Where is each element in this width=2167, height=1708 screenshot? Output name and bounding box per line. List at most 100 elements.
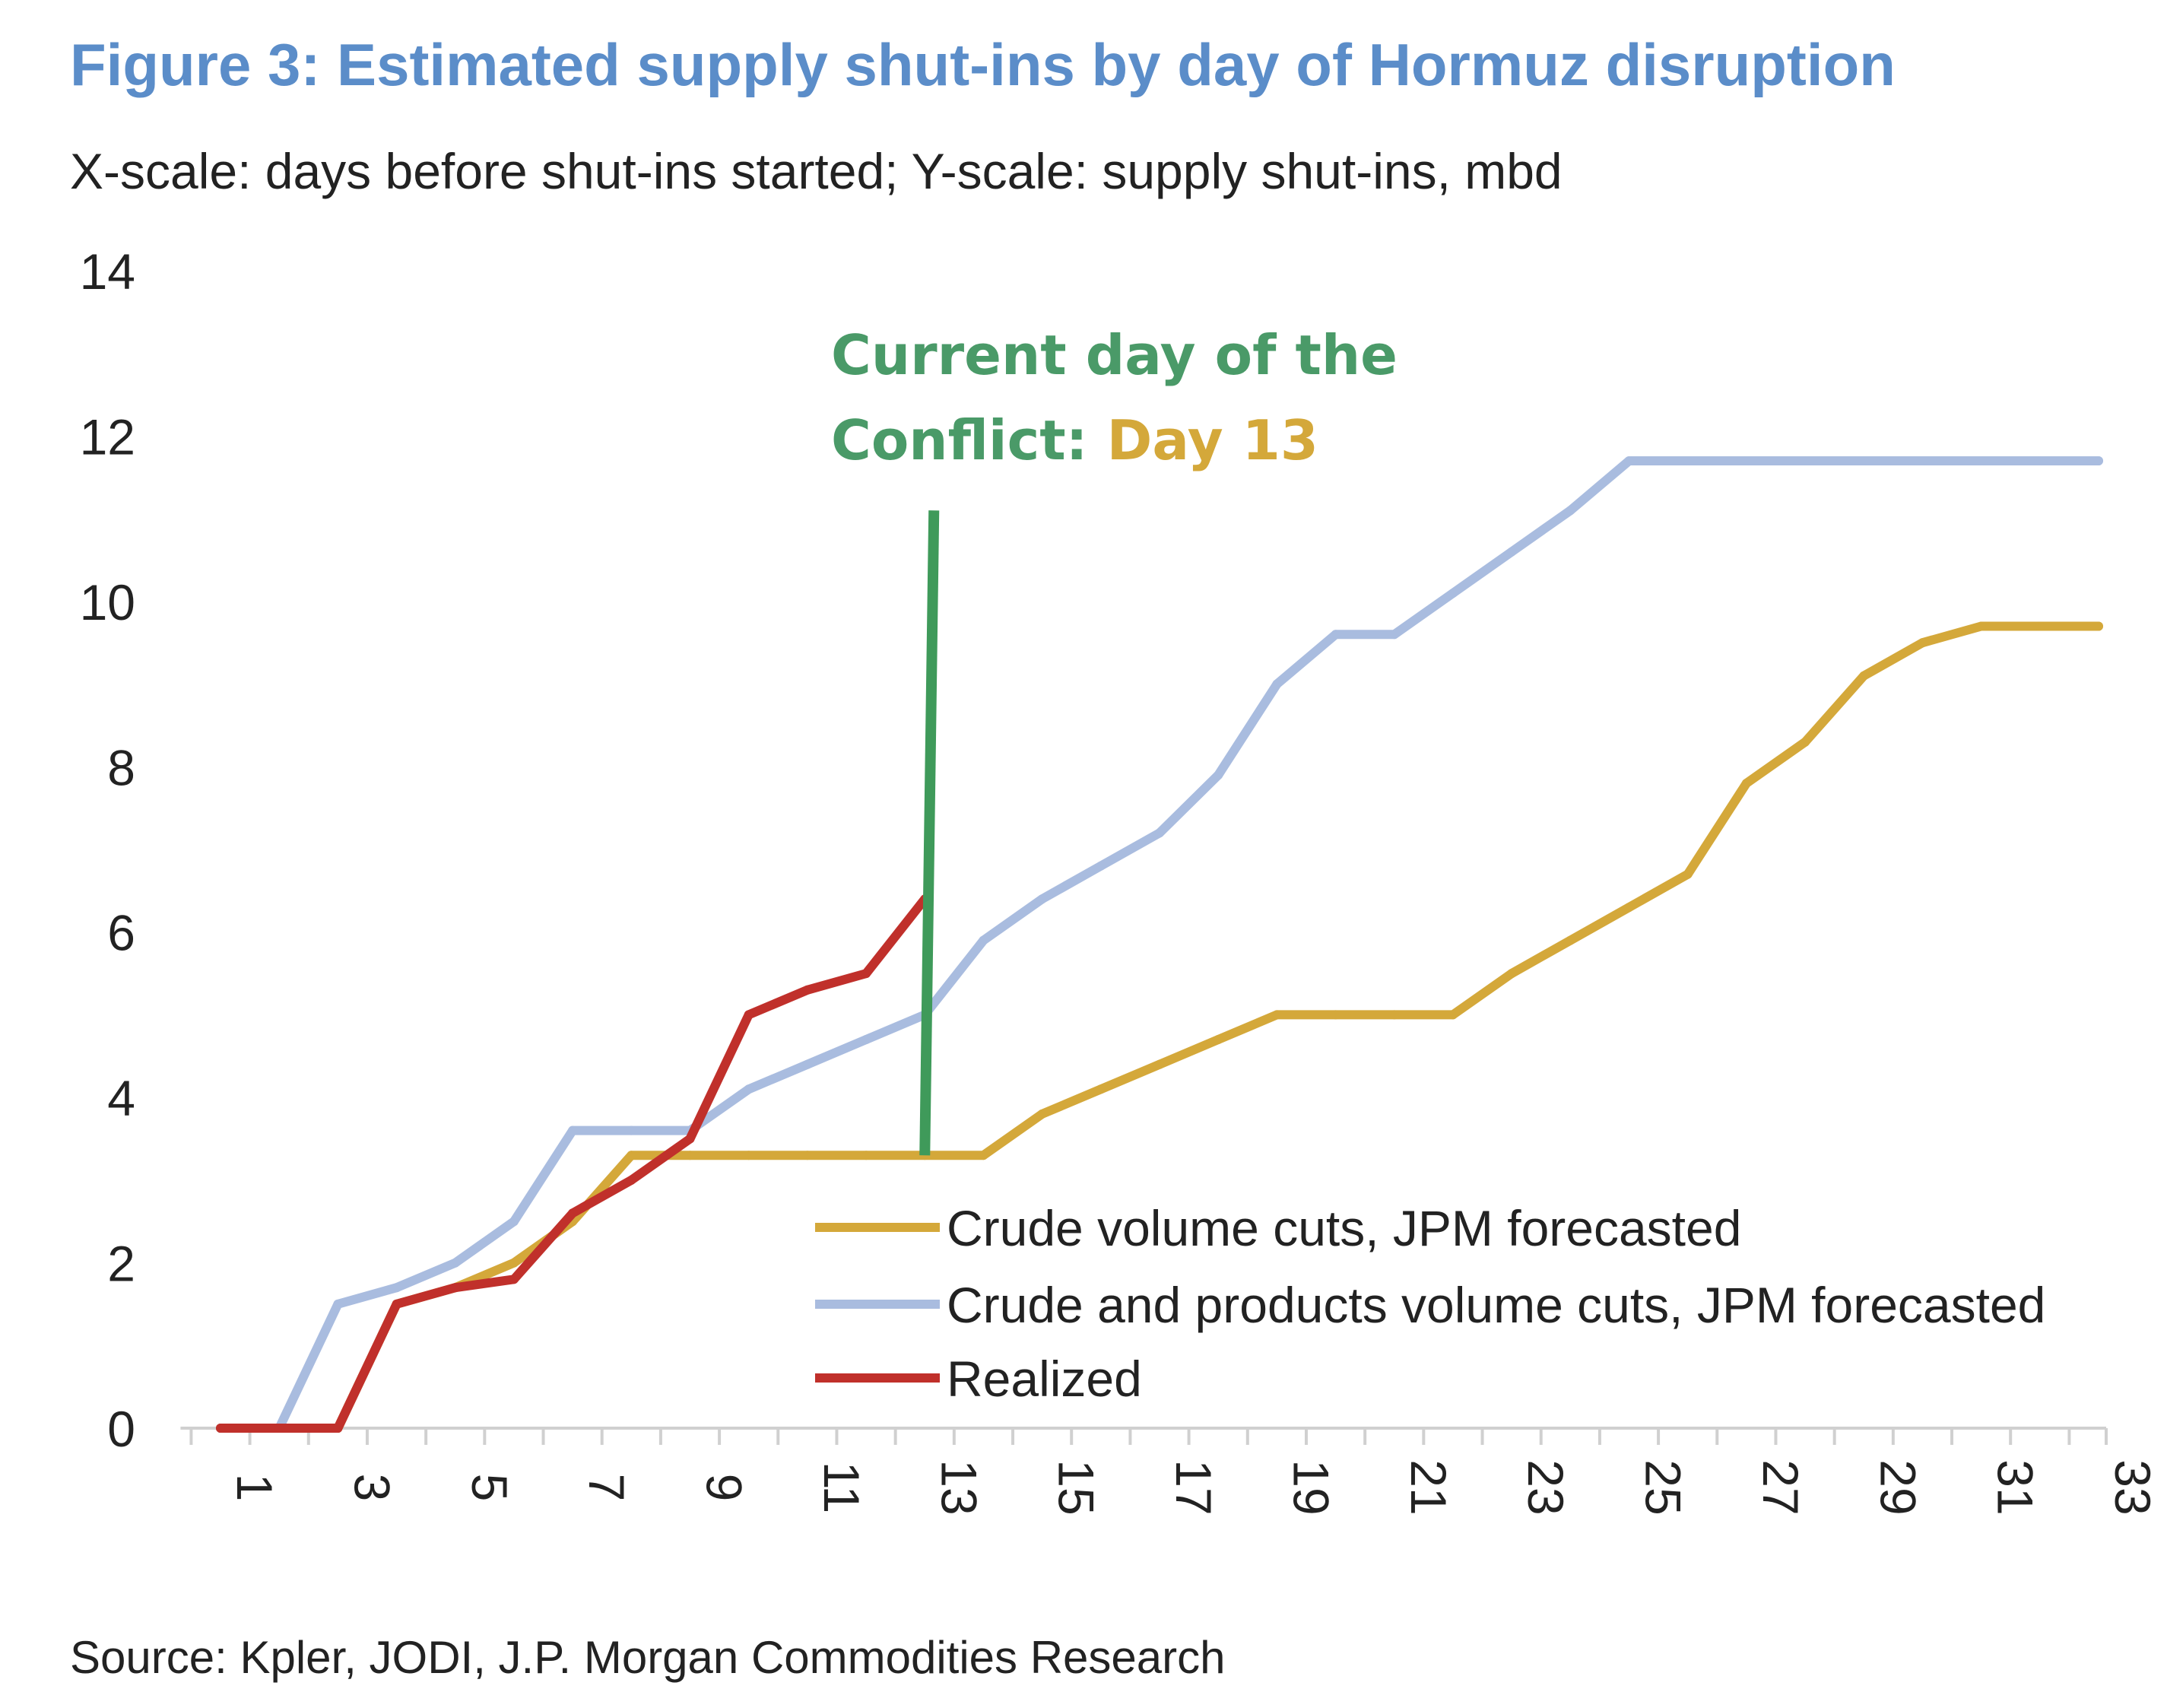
series-2-point — [802, 985, 812, 995]
series-1-point — [979, 935, 988, 945]
series-0-point — [1741, 779, 1751, 788]
series-1-point — [1214, 770, 1223, 780]
series-0-point — [744, 1151, 754, 1160]
series-0-point — [1272, 1010, 1282, 1020]
series-0-point — [1331, 1010, 1340, 1020]
series-1-point — [1507, 547, 1517, 557]
series-0-point — [2035, 621, 2045, 631]
series-0-point — [861, 1151, 871, 1160]
series-0-point — [1507, 969, 1517, 979]
series-0-point — [802, 1151, 812, 1160]
x-tick-label: 1 — [227, 1474, 283, 1502]
series-1-point — [627, 1125, 636, 1135]
series-line-2 — [216, 894, 930, 1433]
series-2-point — [509, 1275, 519, 1284]
x-tick-label: 27 — [1753, 1459, 1809, 1515]
x-tick-label: 21 — [1401, 1459, 1457, 1515]
series-1-point — [1096, 861, 1106, 871]
y-tick-label: 4 — [107, 1070, 135, 1126]
series-1-point — [2035, 456, 2045, 465]
series-0-point — [979, 1151, 988, 1160]
series-2-point — [450, 1283, 460, 1293]
series-0-point — [1624, 903, 1634, 913]
series-0-point — [1214, 1035, 1223, 1044]
series-1-point — [1272, 679, 1282, 689]
x-tick-label: 29 — [1870, 1459, 1926, 1515]
series-0-point — [1096, 1084, 1106, 1094]
legend-label-1: Crude and products volume cuts, JPM fore… — [947, 1277, 2045, 1333]
legend-label-2: Realized — [947, 1351, 1142, 1407]
y-tick-label: 8 — [107, 739, 135, 795]
series-1-point — [1859, 456, 1869, 465]
series-1-point — [1801, 456, 1810, 465]
y-axis: 0 2 4 6 8 10 12 14 — [80, 243, 135, 1457]
annotation-prefix: Conflict: — [831, 408, 1107, 472]
series-1-point — [1155, 828, 1164, 838]
annotation-text-line1: Current day of the — [831, 323, 1398, 387]
series-2-point — [333, 1424, 343, 1433]
x-tick-label: 5 — [462, 1474, 518, 1502]
series-0-point — [627, 1151, 636, 1160]
series-1-point — [861, 1035, 871, 1044]
series-0-point — [1683, 869, 1693, 879]
x-tick-label: 19 — [1283, 1459, 1339, 1515]
annotation-day-highlight: Day 13 — [1107, 408, 1318, 472]
series-2-point — [216, 1424, 225, 1433]
series-0-point — [1155, 1059, 1164, 1069]
series-1-point — [2094, 456, 2103, 465]
series-0-point — [1918, 638, 1927, 648]
x-tick-label: 17 — [1166, 1459, 1222, 1515]
chart-title: Figure 3: Estimated supply shut-ins by d… — [70, 31, 1896, 98]
legend-label-0: Crude volume cuts, JPM forecasted — [947, 1200, 1741, 1256]
series-1-point — [1566, 506, 1575, 516]
y-tick-label: 2 — [107, 1236, 135, 1292]
series-2-point — [744, 1010, 754, 1020]
chart-subtitle: X-scale: days before shut-ins started; Y… — [70, 143, 1563, 199]
series-1-point — [1918, 456, 1927, 465]
series-2-point — [627, 1175, 636, 1185]
series-2-point — [861, 969, 871, 979]
y-tick-label: 10 — [80, 574, 135, 630]
series-0-point — [1801, 737, 1810, 747]
series-1-point — [1331, 630, 1340, 640]
series-2-point — [568, 1208, 578, 1218]
series-1-point — [392, 1283, 401, 1293]
series-0-point — [2094, 621, 2103, 631]
y-tick-label: 0 — [107, 1401, 135, 1457]
x-tick-label: 11 — [814, 1462, 870, 1514]
series-1-point — [1389, 630, 1399, 640]
legend: Crude volume cuts, JPM forecasted Crude a… — [815, 1200, 2045, 1407]
y-tick-label: 12 — [80, 408, 135, 465]
series-2-point — [392, 1299, 401, 1309]
x-tick-label: 9 — [696, 1474, 753, 1502]
series-1-point — [568, 1125, 578, 1135]
series-1-point — [802, 1059, 812, 1069]
series-0-point — [1976, 621, 1986, 631]
series-1-point — [1683, 456, 1693, 465]
x-tick-label: 3 — [344, 1474, 400, 1502]
source-note: Source: Kpler, JODI, J.P. Morgan Commodi… — [70, 1632, 1226, 1683]
series-2-point — [274, 1424, 284, 1433]
series-0-point — [509, 1258, 519, 1268]
x-tick-label: 23 — [1518, 1459, 1574, 1515]
x-tick-label: 13 — [931, 1459, 987, 1515]
series-layer — [216, 456, 2103, 1433]
x-tick-label: 15 — [1049, 1459, 1105, 1515]
annotation-layer: Current day of the Conflict: Day 13 — [831, 323, 1398, 1156]
series-0-point — [1389, 1010, 1399, 1020]
y-tick-label: 6 — [107, 905, 135, 961]
series-0-point — [1566, 935, 1575, 945]
series-1-point — [509, 1217, 519, 1227]
series-1-point — [1741, 456, 1751, 465]
series-1-point — [1448, 589, 1458, 598]
series-1-point — [1624, 456, 1634, 465]
x-tick-label: 25 — [1636, 1459, 1692, 1515]
x-tick-label: 31 — [1988, 1459, 2044, 1515]
series-0-point — [1859, 671, 1869, 681]
series-0-point — [685, 1151, 695, 1160]
x-axis: 1 3 5 7 9 11 13 15 17 19 21 23 25 27 29 31 33 — [180, 1427, 2161, 1516]
x-tick-label: 7 — [579, 1474, 635, 1502]
series-1-point — [333, 1299, 343, 1309]
series-0-point — [1037, 1109, 1047, 1119]
